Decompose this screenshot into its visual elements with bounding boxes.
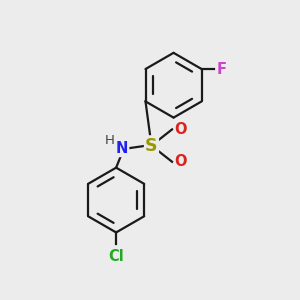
- Text: H: H: [105, 134, 115, 147]
- Text: F: F: [216, 61, 226, 76]
- Text: Cl: Cl: [108, 249, 124, 264]
- Text: O: O: [174, 154, 187, 169]
- Text: O: O: [174, 122, 187, 137]
- Text: N: N: [116, 141, 128, 156]
- Text: S: S: [145, 136, 158, 154]
